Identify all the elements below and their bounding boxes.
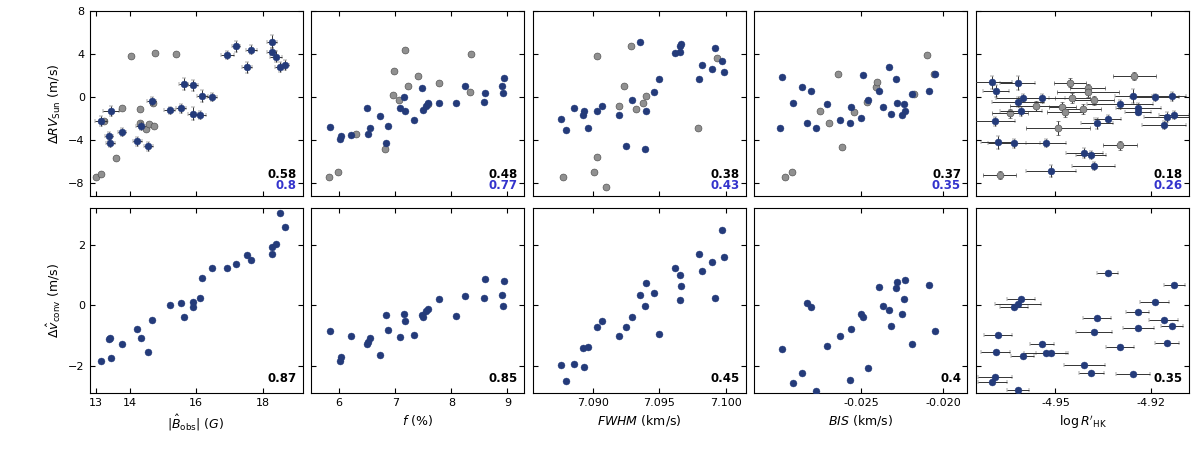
Text: 0.85: 0.85 [489, 372, 517, 385]
X-axis label: $|\hat{B}_{\rm obs}|\ (G)$: $|\hat{B}_{\rm obs}|\ (G)$ [167, 413, 225, 433]
Text: 0.35: 0.35 [1153, 372, 1183, 385]
Text: 0.43: 0.43 [710, 179, 740, 192]
Y-axis label: $\Delta RV_{\rm Sun}\ \rm(m/s)$: $\Delta RV_{\rm Sun}\ \rm(m/s)$ [47, 63, 62, 143]
Text: 0.8: 0.8 [275, 179, 296, 192]
X-axis label: $FWHM\ \rm(km/s)$: $FWHM\ \rm(km/s)$ [598, 413, 681, 428]
Text: 0.45: 0.45 [710, 372, 740, 385]
Text: 0.38: 0.38 [710, 168, 740, 181]
X-axis label: $\log R'_{\rm HK}$: $\log R'_{\rm HK}$ [1059, 413, 1107, 431]
Text: 0.18: 0.18 [1153, 168, 1183, 181]
Text: 0.37: 0.37 [932, 168, 961, 181]
Text: 0.26: 0.26 [1153, 179, 1183, 192]
Text: 0.58: 0.58 [266, 168, 296, 181]
X-axis label: $BIS\ \rm(km/s)$: $BIS\ \rm(km/s)$ [828, 413, 894, 428]
Text: 0.87: 0.87 [268, 372, 296, 385]
Text: 0.4: 0.4 [940, 372, 961, 385]
Text: 0.35: 0.35 [932, 179, 961, 192]
Text: 0.48: 0.48 [489, 168, 517, 181]
Y-axis label: $\Delta\hat{v}_{\rm conv}\ \rm(m/s)$: $\Delta\hat{v}_{\rm conv}\ \rm(m/s)$ [44, 263, 62, 338]
Text: 0.77: 0.77 [489, 179, 517, 192]
X-axis label: $f\ (\%)$: $f\ (\%)$ [403, 413, 434, 428]
